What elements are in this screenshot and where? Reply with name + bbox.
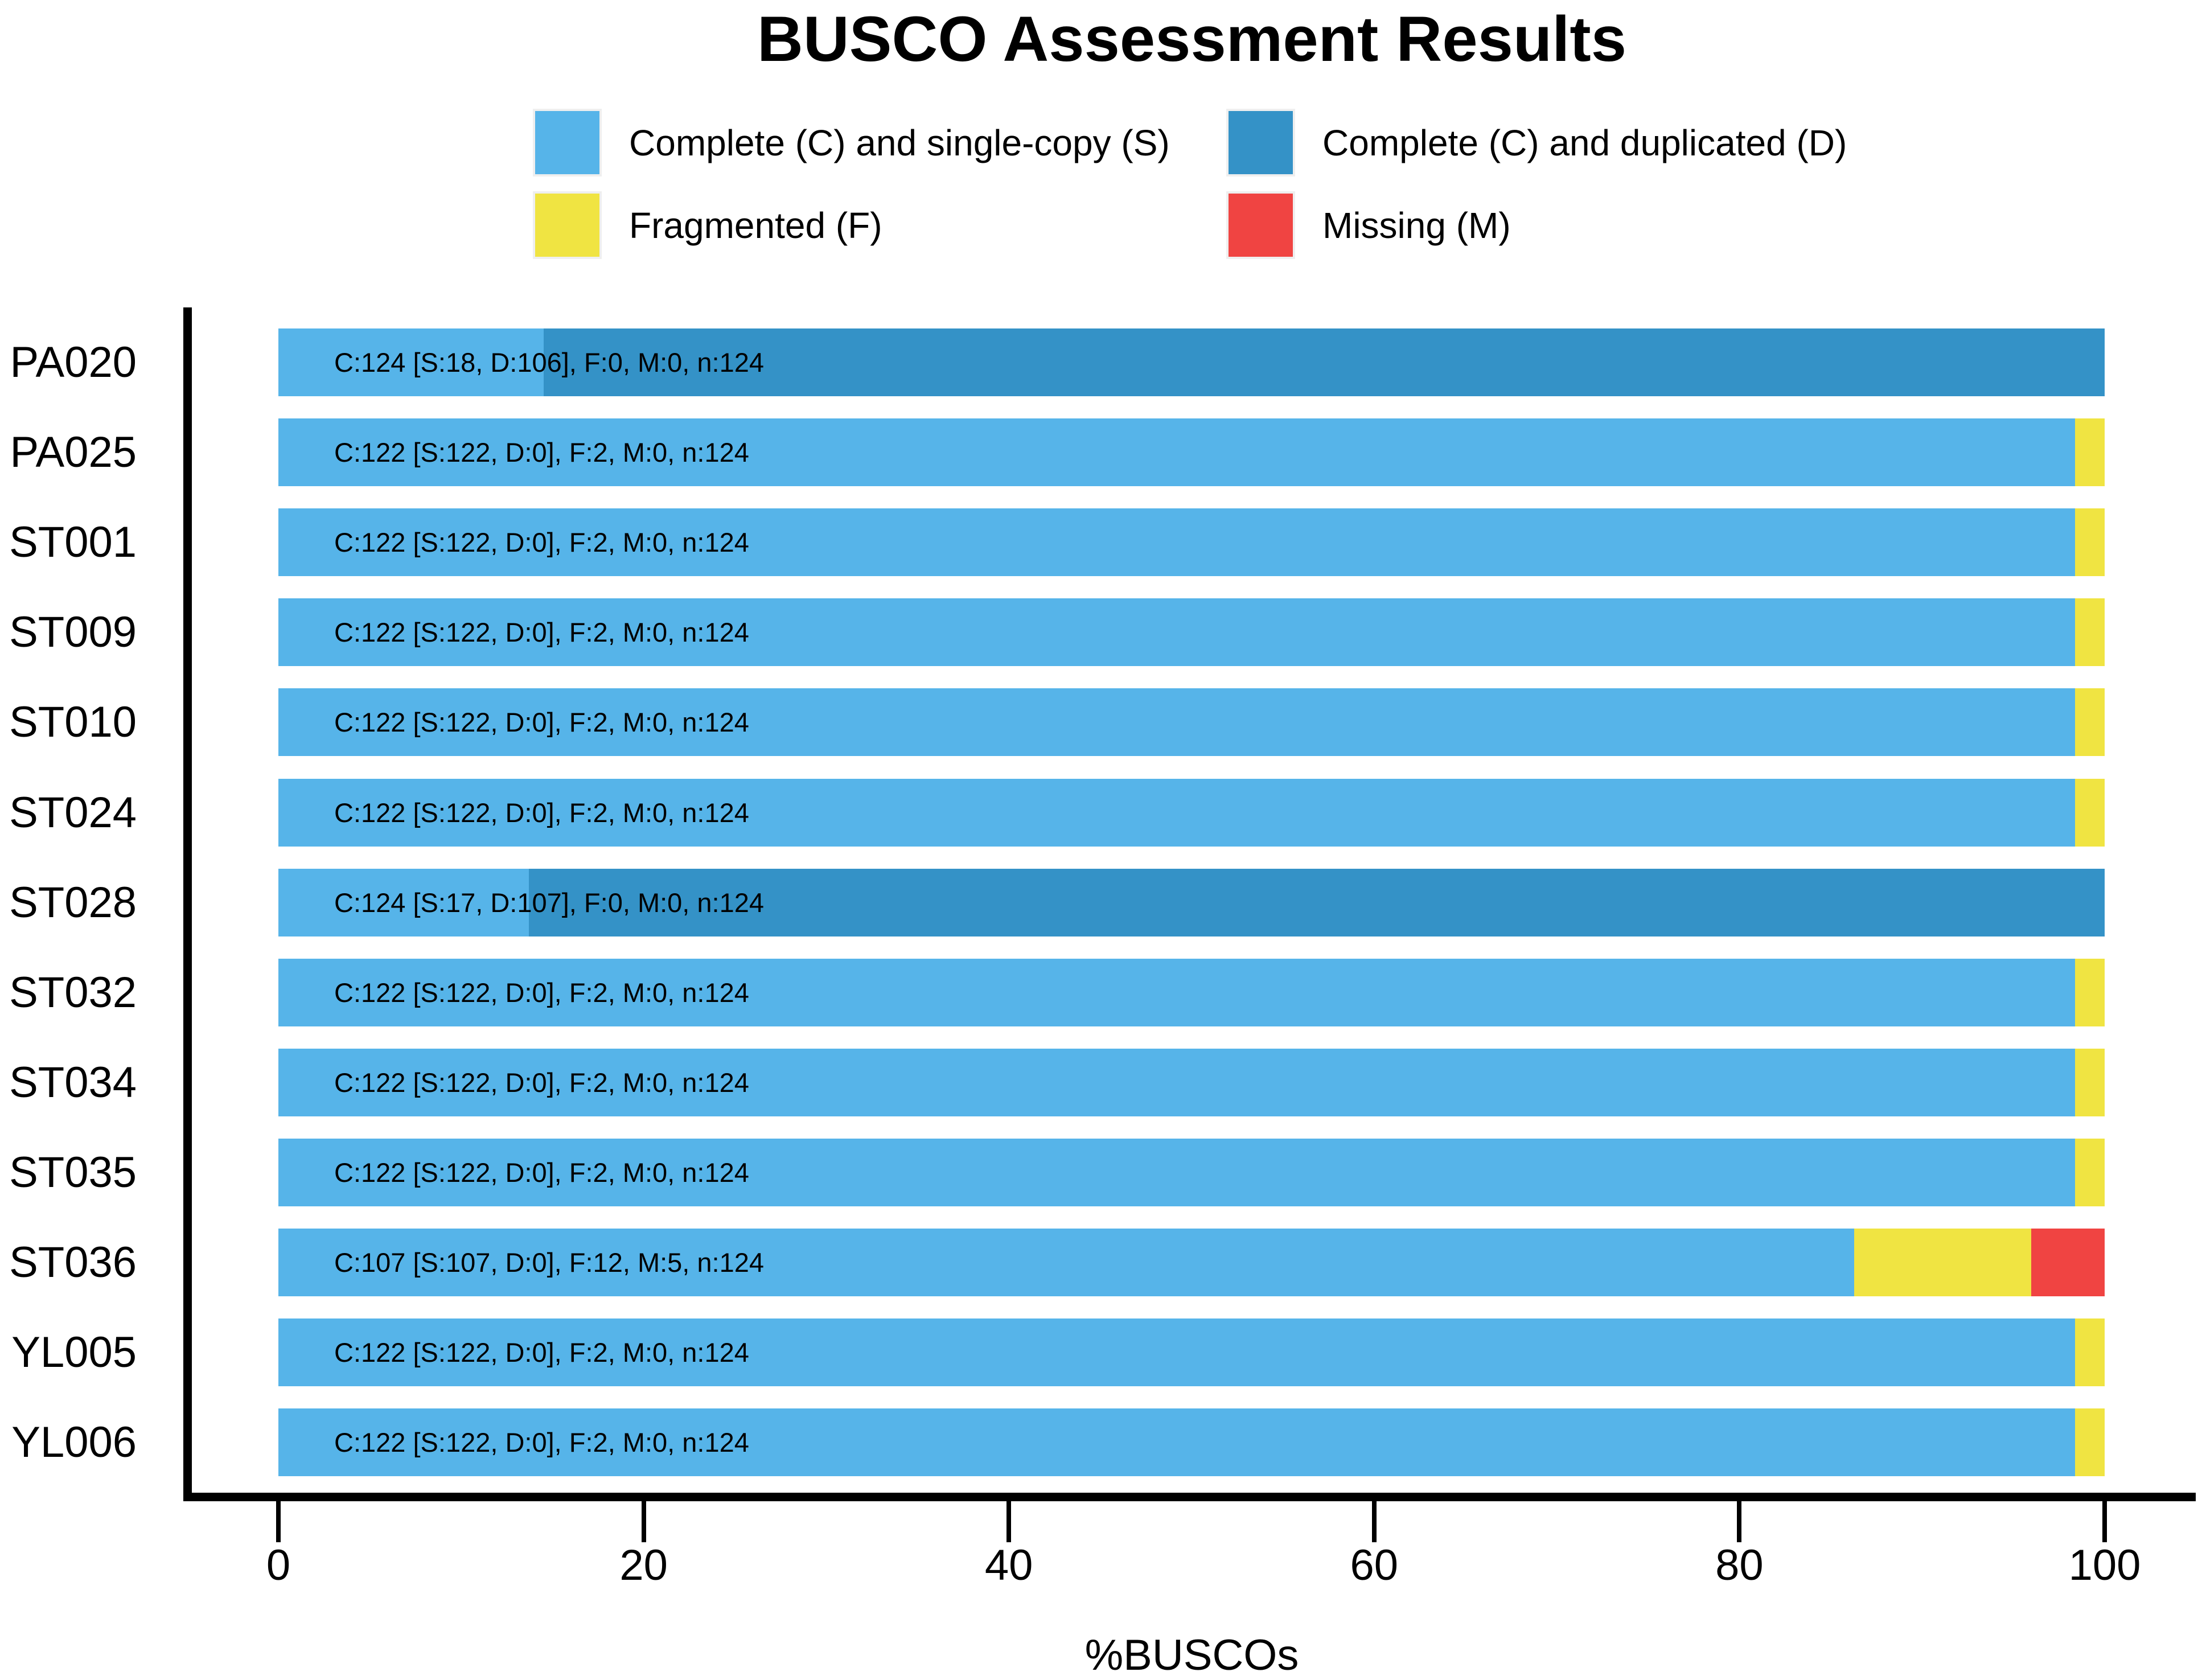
stacked-bar (278, 1229, 2105, 1296)
bar-segment-S (278, 1318, 2076, 1386)
bar-value-label: C:122 [S:122, D:0], F:2, M:0, n:124 (334, 1067, 749, 1098)
bar-segment-S (278, 779, 2076, 847)
y-axis-label: YL006 (11, 1418, 137, 1467)
y-axis-label: ST010 (9, 698, 137, 746)
bar-segment-D (528, 869, 2105, 936)
stacked-bar (278, 959, 2105, 1026)
x-tick-label: 0 (266, 1541, 291, 1589)
legend-label: Complete (C) and single-copy (S) (629, 122, 1170, 163)
bar-segment-S (278, 1408, 2076, 1476)
stacked-bar (278, 328, 2105, 396)
bar-value-label: C:122 [S:122, D:0], F:2, M:0, n:124 (334, 527, 749, 557)
x-axis-line (183, 1493, 2196, 1501)
bar-value-label: C:122 [S:122, D:0], F:2, M:0, n:124 (334, 617, 749, 647)
y-axis-label: PA020 (10, 338, 137, 387)
bar-segment-S (278, 508, 2076, 576)
stacked-bar (278, 598, 2105, 666)
legend-item-complete-duplicated: Complete (C) and duplicated (D) (1226, 109, 1847, 176)
bar-value-label: C:122 [S:122, D:0], F:2, M:0, n:124 (334, 707, 749, 737)
y-axis-label: ST009 (9, 608, 137, 656)
y-axis-label: ST024 (9, 788, 137, 837)
bar-segment-S (278, 959, 2076, 1026)
legend-swatch-missing-icon (1226, 191, 1295, 259)
x-tick-mark (2102, 1501, 2107, 1542)
legend-swatch-complete-single-icon (533, 109, 602, 176)
bar-segment-F (2075, 688, 2105, 756)
stacked-bar (278, 418, 2105, 486)
y-axis-label: YL005 (11, 1328, 137, 1377)
legend-item-fragmented: Fragmented (F) (533, 191, 882, 259)
y-axis-label: PA025 (10, 428, 137, 477)
y-axis-label: ST032 (9, 968, 137, 1017)
x-axis-title: %BUSCOs (1084, 1631, 1299, 1679)
bar-value-label: C:122 [S:122, D:0], F:2, M:0, n:124 (334, 1337, 749, 1367)
y-axis-label: ST034 (9, 1058, 137, 1107)
legend-label: Complete (C) and duplicated (D) (1322, 122, 1847, 163)
x-tick-mark (1006, 1501, 1012, 1542)
x-tick-mark (276, 1501, 281, 1542)
bar-segment-S (278, 1049, 2076, 1116)
bar-value-label: C:122 [S:122, D:0], F:2, M:0, n:124 (334, 977, 749, 1008)
x-tick-mark (1371, 1501, 1377, 1542)
bar-segment-F (2075, 779, 2105, 847)
bar-segment-S (278, 1139, 2076, 1206)
legend-label: Fragmented (F) (629, 204, 882, 246)
bar-segment-F (2075, 508, 2105, 576)
stacked-bar (278, 1318, 2105, 1386)
bar-value-label: C:122 [S:122, D:0], F:2, M:0, n:124 (334, 437, 749, 467)
x-tick-mark (641, 1501, 646, 1542)
bar-segment-S (278, 688, 2076, 756)
bar-segment-F (2075, 1139, 2105, 1206)
legend-swatch-complete-duplicated-icon (1226, 109, 1295, 176)
x-tick-label: 100 (2068, 1541, 2141, 1589)
bar-value-label: C:122 [S:122, D:0], F:2, M:0, n:124 (334, 798, 749, 828)
legend-swatch-fragmented-icon (533, 191, 602, 259)
bar-value-label: C:122 [S:122, D:0], F:2, M:0, n:124 (334, 1157, 749, 1188)
bar-segment-S (278, 869, 529, 936)
y-axis-line (183, 307, 192, 1493)
stacked-bar (278, 869, 2105, 936)
bar-value-label: C:122 [S:122, D:0], F:2, M:0, n:124 (334, 1427, 749, 1457)
x-tick-label: 80 (1715, 1541, 1764, 1589)
y-axis-label: ST001 (9, 518, 137, 566)
bar-segment-F (2075, 1318, 2105, 1386)
bar-value-label: C:107 [S:107, D:0], F:12, M:5, n:124 (334, 1247, 765, 1278)
bar-segment-S (278, 418, 2076, 486)
bar-segment-D (543, 328, 2105, 396)
bar-segment-S (278, 598, 2076, 666)
bar-segment-F (2075, 598, 2105, 666)
bar-segment-F (2075, 418, 2105, 486)
bar-segment-F (2075, 959, 2105, 1026)
bar-segment-M (2031, 1229, 2105, 1296)
x-tick-mark (1737, 1501, 1742, 1542)
stacked-bar (278, 508, 2105, 576)
stacked-bar (278, 1408, 2105, 1476)
chart-title: BUSCO Assessment Results (757, 3, 1627, 75)
bar-value-label: C:124 [S:18, D:106], F:0, M:0, n:124 (334, 347, 765, 377)
bar-segment-S (278, 1229, 1855, 1296)
bar-segment-S (278, 328, 544, 396)
stacked-bar (278, 1049, 2105, 1116)
y-axis-label: ST035 (9, 1148, 137, 1197)
legend-item-complete-single: Complete (C) and single-copy (S) (533, 109, 1170, 176)
y-axis-label: ST036 (9, 1238, 137, 1287)
stacked-bar (278, 1139, 2105, 1206)
bar-segment-F (2075, 1049, 2105, 1116)
legend-item-missing: Missing (M) (1226, 191, 1511, 259)
x-tick-label: 60 (1350, 1541, 1399, 1589)
bar-segment-F (1854, 1229, 2031, 1296)
stacked-bar (278, 779, 2105, 847)
y-axis-label: ST028 (9, 878, 137, 927)
bar-segment-F (2075, 1408, 2105, 1476)
stacked-bar (278, 688, 2105, 756)
x-tick-label: 40 (984, 1541, 1033, 1589)
legend-label: Missing (M) (1322, 204, 1511, 246)
x-tick-label: 20 (619, 1541, 668, 1589)
bar-value-label: C:124 [S:17, D:107], F:0, M:0, n:124 (334, 888, 765, 918)
